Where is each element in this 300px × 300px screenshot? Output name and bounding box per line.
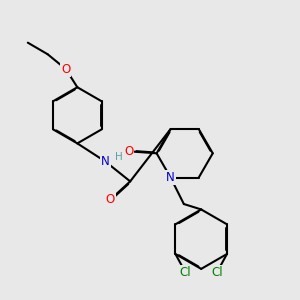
Text: H: H [116, 152, 123, 162]
Text: N: N [101, 155, 110, 168]
Text: O: O [61, 63, 70, 76]
Text: O: O [124, 145, 133, 158]
Text: O: O [106, 193, 115, 206]
Text: Cl: Cl [179, 266, 191, 279]
Text: N: N [166, 171, 175, 184]
Text: Cl: Cl [211, 266, 223, 279]
